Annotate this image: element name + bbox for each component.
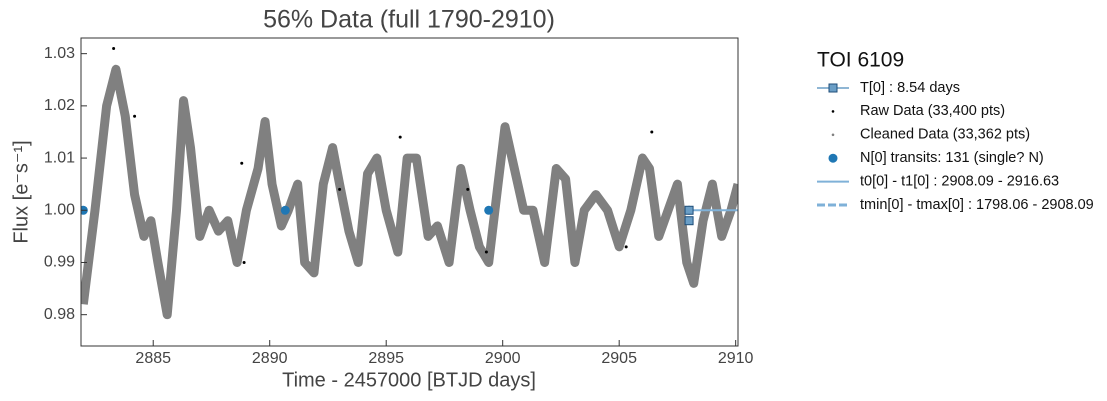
period-marker: [684, 205, 694, 215]
raw-point: [466, 187, 470, 191]
legend-marker: [831, 133, 835, 137]
raw-point: [484, 250, 488, 254]
y-axis-label: Flux [e⁻s⁻¹]: [10, 140, 32, 243]
x-tick-label: 2885: [135, 350, 171, 367]
y-tick-label: 0.99: [44, 254, 75, 271]
plot-area: [81, 46, 738, 320]
raw-point: [240, 161, 244, 165]
legend-label: tmin[0] - tmax[0] : 1798.06 - 2908.09: [860, 197, 1094, 213]
legend-label: Raw Data (33,400 pts): [860, 103, 1005, 119]
x-tick-label: 2910: [718, 350, 754, 367]
raw-point: [242, 260, 246, 264]
x-axis-label: Time - 2457000 [BTJD days]: [282, 369, 536, 391]
transit-marker: [484, 205, 494, 215]
raw-point: [133, 114, 137, 118]
y-tick-label: 1.02: [44, 97, 75, 114]
legend-label: Cleaned Data (33,362 pts): [860, 127, 1030, 143]
raw-point: [338, 187, 342, 191]
legend-title: TOI 6109: [817, 49, 904, 72]
legend-marker: [831, 110, 835, 113]
x-tick-label: 2905: [601, 350, 637, 367]
x-tick-label: 2895: [368, 350, 404, 367]
legend-marker: [828, 153, 838, 163]
raw-point: [624, 245, 628, 249]
legend-marker: [828, 83, 838, 93]
chart-title: 56% Data (full 1790-2910): [263, 6, 555, 34]
period-marker: [684, 216, 694, 226]
y-tick-label: 1.00: [44, 201, 75, 218]
raw-point: [398, 135, 402, 139]
y-tick-label: 1.01: [44, 149, 75, 166]
legend-label: T[0] : 8.54 days: [860, 80, 960, 96]
raw-point: [112, 46, 116, 50]
y-tick-label: 0.98: [44, 306, 75, 323]
x-tick-label: 2890: [252, 350, 288, 367]
transit-marker: [280, 205, 290, 215]
legend-label: N[0] transits: 131 (single? N): [860, 150, 1044, 166]
legend-label: t0[0] - t1[0] : 2908.09 - 2916.63: [860, 173, 1059, 189]
raw-point: [650, 130, 654, 134]
axes-frame: [80, 37, 739, 347]
x-tick-label: 2900: [485, 350, 521, 367]
cleaned-data-band: [81, 64, 738, 320]
y-tick-label: 1.03: [44, 45, 75, 62]
